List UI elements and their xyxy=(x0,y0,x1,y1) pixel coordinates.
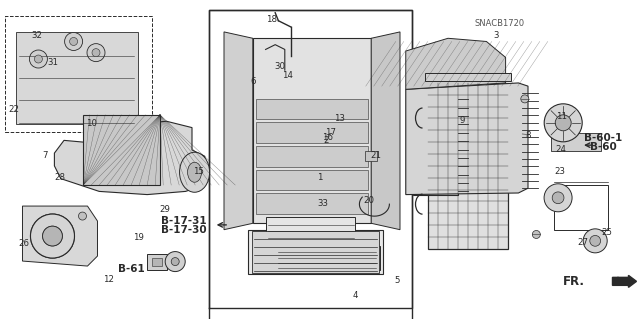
Bar xyxy=(554,185,608,230)
Bar xyxy=(274,246,380,270)
FancyArrow shape xyxy=(612,275,636,287)
Text: 8: 8 xyxy=(525,131,531,140)
Circle shape xyxy=(29,50,47,68)
Circle shape xyxy=(521,95,529,103)
Text: B-60: B-60 xyxy=(589,142,616,152)
Text: 24: 24 xyxy=(555,145,566,154)
Bar xyxy=(365,151,377,161)
Bar xyxy=(16,32,138,124)
Bar xyxy=(256,146,368,167)
Bar xyxy=(209,10,412,319)
Text: 27: 27 xyxy=(577,238,588,247)
Text: 23: 23 xyxy=(554,167,566,176)
Polygon shape xyxy=(224,32,253,230)
Text: 20: 20 xyxy=(364,196,375,205)
Text: 19: 19 xyxy=(134,233,144,242)
Text: SNACB1720: SNACB1720 xyxy=(474,19,524,28)
Circle shape xyxy=(552,192,564,204)
Text: 15: 15 xyxy=(193,167,204,176)
Bar xyxy=(248,230,383,274)
Bar xyxy=(413,89,458,195)
Polygon shape xyxy=(406,83,528,195)
Circle shape xyxy=(172,257,179,266)
Text: 17: 17 xyxy=(325,128,337,137)
Text: 14: 14 xyxy=(282,71,294,80)
Text: 11: 11 xyxy=(556,112,567,121)
Bar xyxy=(152,257,162,266)
Bar xyxy=(424,73,511,81)
Text: 31: 31 xyxy=(47,58,59,67)
Text: 12: 12 xyxy=(103,275,115,284)
Circle shape xyxy=(79,212,86,220)
Text: 6: 6 xyxy=(250,77,255,86)
Text: 28: 28 xyxy=(54,173,65,182)
Circle shape xyxy=(31,214,74,258)
Circle shape xyxy=(35,55,42,63)
Text: B-17-31: B-17-31 xyxy=(161,216,207,226)
Bar xyxy=(256,169,368,190)
Circle shape xyxy=(590,235,600,246)
Text: 2: 2 xyxy=(324,136,329,145)
Text: 4: 4 xyxy=(353,291,358,300)
Text: 3: 3 xyxy=(493,31,499,40)
Text: B-17-30: B-17-30 xyxy=(161,225,207,235)
Circle shape xyxy=(70,37,77,46)
Text: 30: 30 xyxy=(274,63,285,71)
Text: 25: 25 xyxy=(601,228,612,237)
Text: B-60-1: B-60-1 xyxy=(584,133,622,143)
Text: 32: 32 xyxy=(31,31,43,40)
Bar xyxy=(5,16,152,132)
Polygon shape xyxy=(371,32,400,230)
Text: 26: 26 xyxy=(19,239,30,248)
Text: FR.: FR. xyxy=(563,275,585,288)
Text: 33: 33 xyxy=(317,199,328,208)
Circle shape xyxy=(65,33,83,50)
Circle shape xyxy=(532,230,540,239)
Circle shape xyxy=(583,229,607,253)
Text: 18: 18 xyxy=(266,15,278,24)
Bar xyxy=(252,231,379,273)
Bar xyxy=(147,254,167,270)
Text: 10: 10 xyxy=(86,119,97,128)
Polygon shape xyxy=(253,38,371,223)
Bar xyxy=(551,133,601,151)
Polygon shape xyxy=(406,38,506,89)
Bar xyxy=(428,83,508,249)
Text: B-61: B-61 xyxy=(118,264,145,274)
Text: 29: 29 xyxy=(160,205,170,214)
Ellipse shape xyxy=(188,162,202,182)
Text: 5: 5 xyxy=(395,276,400,285)
Ellipse shape xyxy=(180,152,209,192)
Text: 16: 16 xyxy=(322,133,333,142)
Polygon shape xyxy=(54,121,205,195)
Text: 7: 7 xyxy=(42,151,47,160)
Text: 1: 1 xyxy=(317,173,323,182)
Circle shape xyxy=(556,115,571,131)
Circle shape xyxy=(165,252,185,271)
Bar xyxy=(256,122,368,143)
Circle shape xyxy=(43,226,62,246)
Circle shape xyxy=(31,214,74,258)
Text: 21: 21 xyxy=(370,151,381,160)
Bar xyxy=(266,217,355,239)
Bar xyxy=(83,115,160,185)
Text: 22: 22 xyxy=(8,105,20,114)
Circle shape xyxy=(544,184,572,212)
Circle shape xyxy=(544,104,582,142)
Text: 9: 9 xyxy=(460,116,465,125)
Text: 13: 13 xyxy=(333,114,345,122)
Polygon shape xyxy=(22,206,97,266)
Circle shape xyxy=(43,226,62,246)
Bar xyxy=(256,99,368,119)
Bar xyxy=(256,193,368,214)
Circle shape xyxy=(87,44,105,62)
Circle shape xyxy=(92,48,100,57)
